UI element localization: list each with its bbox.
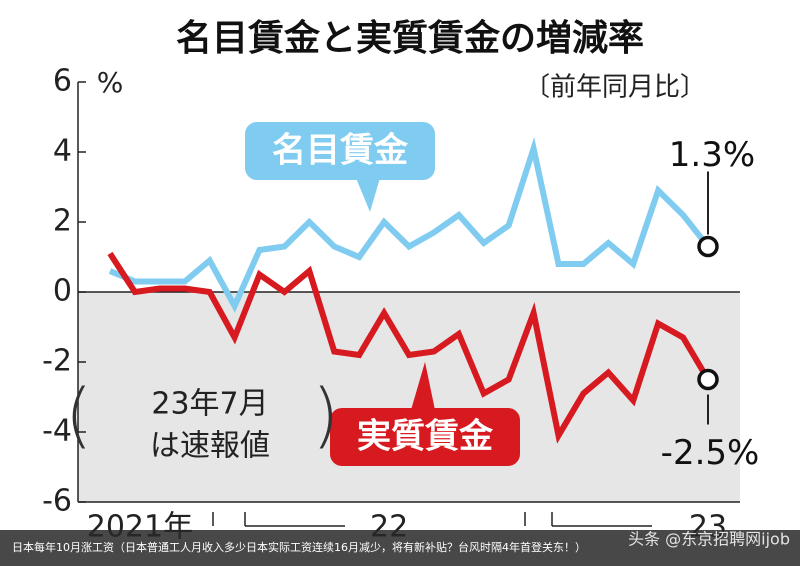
chart-subtitle: 〔前年同月比〕 xyxy=(524,73,706,103)
end-point xyxy=(697,235,719,258)
y-tick-label: 2 xyxy=(53,204,72,239)
caption: 日本每年10月涨工资（日本普通工人月收入多少日本实际工资连续16月减少，将有新补… xyxy=(12,540,586,554)
y-unit: % xyxy=(97,66,124,99)
watermark: 头条 @东京招聘网ijob xyxy=(628,530,790,549)
y-tick-label: 6 xyxy=(53,64,72,99)
y-tick-label: 4 xyxy=(53,134,72,169)
y-tick-label: -6 xyxy=(42,484,72,519)
y-tick-label: -4 xyxy=(42,414,72,449)
note-line: は速報値 xyxy=(150,429,270,464)
chart-title: 名目賃金と実質賃金の増減率 xyxy=(176,17,644,59)
legend-pointer xyxy=(411,362,435,410)
legend-label: 名目賃金 xyxy=(272,131,409,171)
note-paren: ( xyxy=(65,374,92,456)
caption-bar xyxy=(0,530,800,566)
end-point xyxy=(697,368,719,391)
end-label: -2.5% xyxy=(661,433,760,473)
y-tick-label: -2 xyxy=(42,344,72,379)
series-line xyxy=(107,251,711,444)
note-line: 23年7月 xyxy=(151,387,268,422)
legend-box xyxy=(245,122,435,180)
note-paren: ) xyxy=(312,374,339,456)
end-label: 1.3% xyxy=(669,135,755,175)
legend-box xyxy=(330,408,520,466)
series-line xyxy=(108,136,711,313)
legend-pointer xyxy=(356,178,380,212)
legend-label: 実質賃金 xyxy=(357,417,494,457)
y-tick-label: 0 xyxy=(53,274,72,309)
